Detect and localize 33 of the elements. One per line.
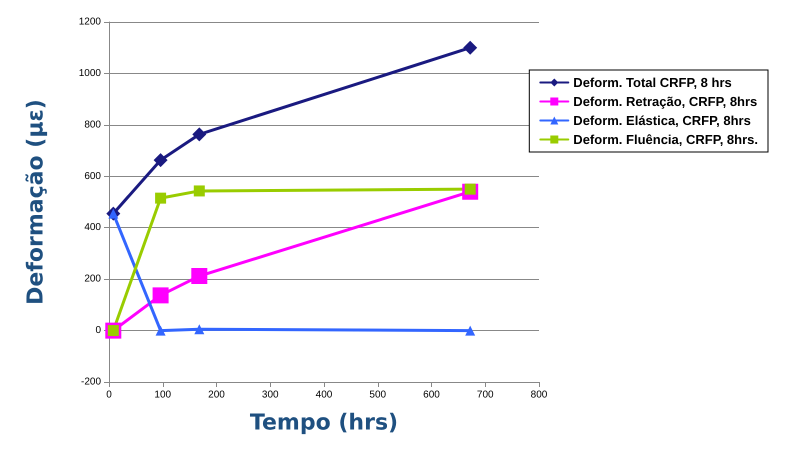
point bbox=[191, 268, 208, 284]
point bbox=[192, 127, 206, 142]
point bbox=[152, 287, 169, 304]
x-tick-label: 600 bbox=[423, 390, 440, 400]
point bbox=[154, 153, 168, 168]
legend-label: Deform. Total CRFP, 8 hrs bbox=[573, 75, 732, 90]
x-axis-title: Tempo (hrs) bbox=[250, 410, 398, 436]
y-tick-label: 200 bbox=[84, 274, 102, 285]
legend-label: Deform. Elástica, CRFP, 8hrs bbox=[573, 113, 751, 128]
y-tick-label: 600 bbox=[84, 170, 102, 182]
point bbox=[156, 326, 166, 336]
y-tick-label: -200 bbox=[80, 376, 102, 388]
x-tick-label: 100 bbox=[154, 390, 172, 400]
point bbox=[465, 326, 476, 336]
x-tick-label: 800 bbox=[530, 390, 548, 400]
legend-label: Deform. Retração, CRFP, 8hrs bbox=[573, 94, 758, 109]
y-tick-label: 0 bbox=[95, 325, 102, 336]
x-tick-label: 0 bbox=[106, 390, 112, 400]
point bbox=[463, 40, 478, 55]
x-tick-label: 200 bbox=[208, 390, 226, 400]
y-tick-label: 1200 bbox=[78, 16, 102, 28]
x-tick-label: 700 bbox=[476, 390, 494, 400]
x-tick-label: 400 bbox=[316, 390, 333, 400]
point bbox=[194, 324, 204, 334]
point bbox=[194, 185, 205, 196]
point bbox=[155, 192, 166, 204]
y-tick-label: 800 bbox=[84, 119, 102, 130]
y-tick-label: 1000 bbox=[78, 68, 102, 79]
legend-label: Deform. Fluência, CRFP, 8hrs. bbox=[573, 132, 758, 147]
y-axis-title: Deformação (με) bbox=[24, 99, 48, 305]
y-tick-label: 400 bbox=[84, 222, 102, 234]
x-tick-label: 300 bbox=[262, 390, 280, 400]
x-tick-label: 500 bbox=[369, 390, 387, 400]
